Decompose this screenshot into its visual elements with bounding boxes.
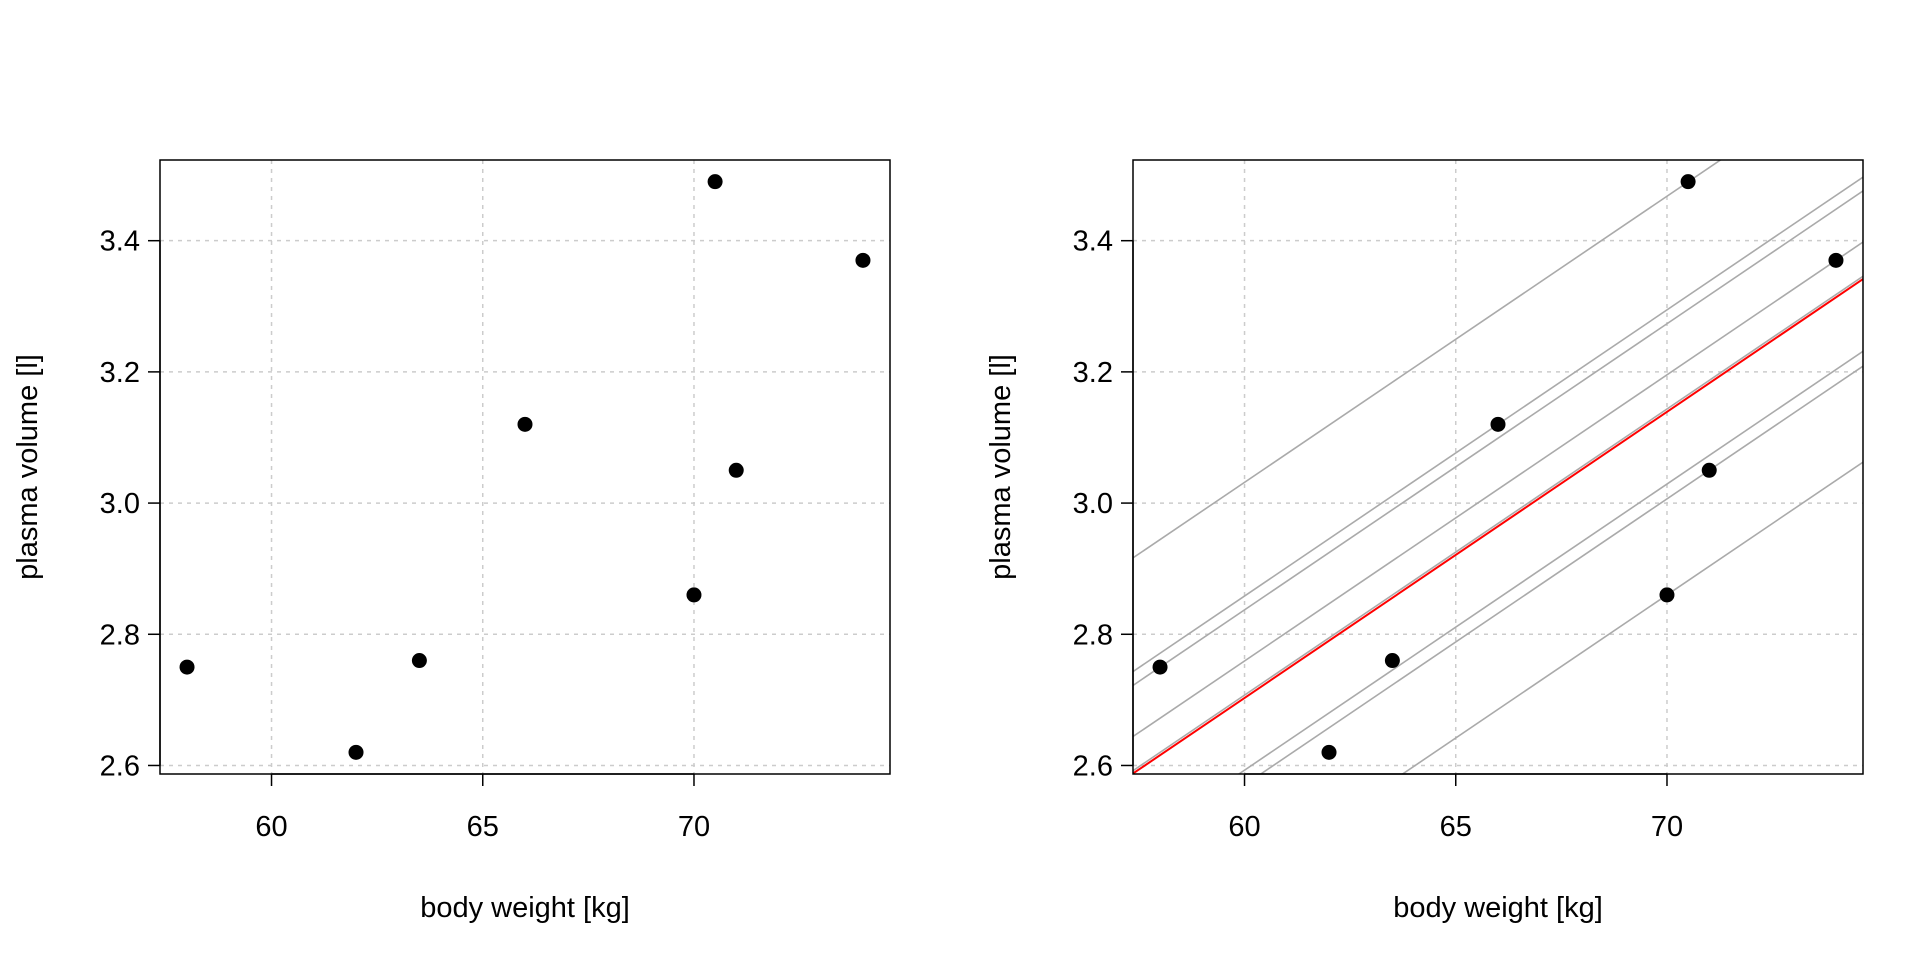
right-y-tick-label: 3.0	[1073, 488, 1113, 520]
left-y-tick-label: 2.8	[100, 619, 140, 651]
right-data-point	[1152, 659, 1168, 675]
left-data-point	[728, 462, 744, 478]
right-scatter-panel: 60 65 70 2.62.83.03.23.4 body weight [kg] …	[985, 159, 1864, 924]
right-line-through-obs-7	[1259, 365, 1863, 774]
right-y-tick-label: 3.4	[1073, 226, 1113, 258]
left-y-tick-label: 2.6	[100, 750, 140, 782]
right-fitted-line	[1133, 278, 1863, 774]
right-line-through-obs-1	[1133, 190, 1863, 687]
right-y-tick-label: 2.8	[1073, 619, 1113, 651]
left-plot-frame	[159, 159, 891, 775]
right-line-through-obs-3	[1133, 241, 1863, 738]
left-y-tick-label: 3.0	[100, 488, 140, 520]
right-data-point	[1659, 587, 1675, 603]
left-grid	[160, 160, 890, 774]
left-points	[179, 174, 871, 760]
right-y-tick-label: 3.2	[1073, 357, 1113, 389]
left-y-tick-label: 3.2	[100, 357, 140, 389]
right-x-axis-label: body weight [kg]	[1393, 892, 1603, 924]
left-data-point	[348, 744, 364, 760]
right-data-point	[1490, 416, 1506, 432]
right-data-point	[1828, 252, 1844, 268]
left-data-point	[179, 659, 195, 675]
left-x-axis: 60 65 70	[255, 773, 710, 843]
right-x-axis: 60 65 70	[1228, 773, 1683, 843]
right-points	[1152, 174, 1844, 760]
left-data-point	[707, 174, 723, 190]
left-x-axis-label: body weight [kg]	[420, 892, 630, 924]
right-y-axis: 2.6 2.8 3.0 3.2 3.4	[1073, 226, 1134, 782]
right-line-through-obs-2	[1401, 461, 1863, 774]
left-x-tick-label: 70	[678, 811, 710, 843]
left-scatter-panel: 60 65 70 2.62.83.03.23.4 body weight [kg] …	[12, 159, 891, 924]
right-y-axis-label: plasma volume [l]	[985, 354, 1017, 580]
left-data-point	[686, 587, 702, 603]
right-y-tick-label: 2.6	[1073, 750, 1113, 782]
left-data-point	[855, 252, 871, 268]
right-lines	[1133, 160, 1863, 774]
right-data-point	[1384, 653, 1400, 669]
left-data-point	[411, 653, 427, 669]
right-data-point	[1680, 174, 1696, 190]
left-y-axis-label: plasma volume [l]	[12, 354, 44, 580]
left-y-tick-label: 3.4	[100, 226, 140, 258]
right-line-through-obs-4	[1133, 275, 1863, 772]
right-x-tick-label: 65	[1440, 811, 1472, 843]
right-line-through-obs-6	[1133, 160, 1722, 559]
left-x-tick-label: 65	[467, 811, 499, 843]
right-x-tick-label: 60	[1228, 811, 1260, 843]
right-x-tick-label: 70	[1651, 811, 1683, 843]
left-x-tick-label: 60	[255, 811, 287, 843]
right-data-point	[1701, 462, 1717, 478]
right-line-through-obs-5	[1237, 350, 1863, 774]
left-data-point	[517, 416, 533, 432]
right-data-point	[1321, 744, 1337, 760]
left-y-axis: 2.6 2.8 3.0 3.2 3.4	[100, 226, 161, 782]
